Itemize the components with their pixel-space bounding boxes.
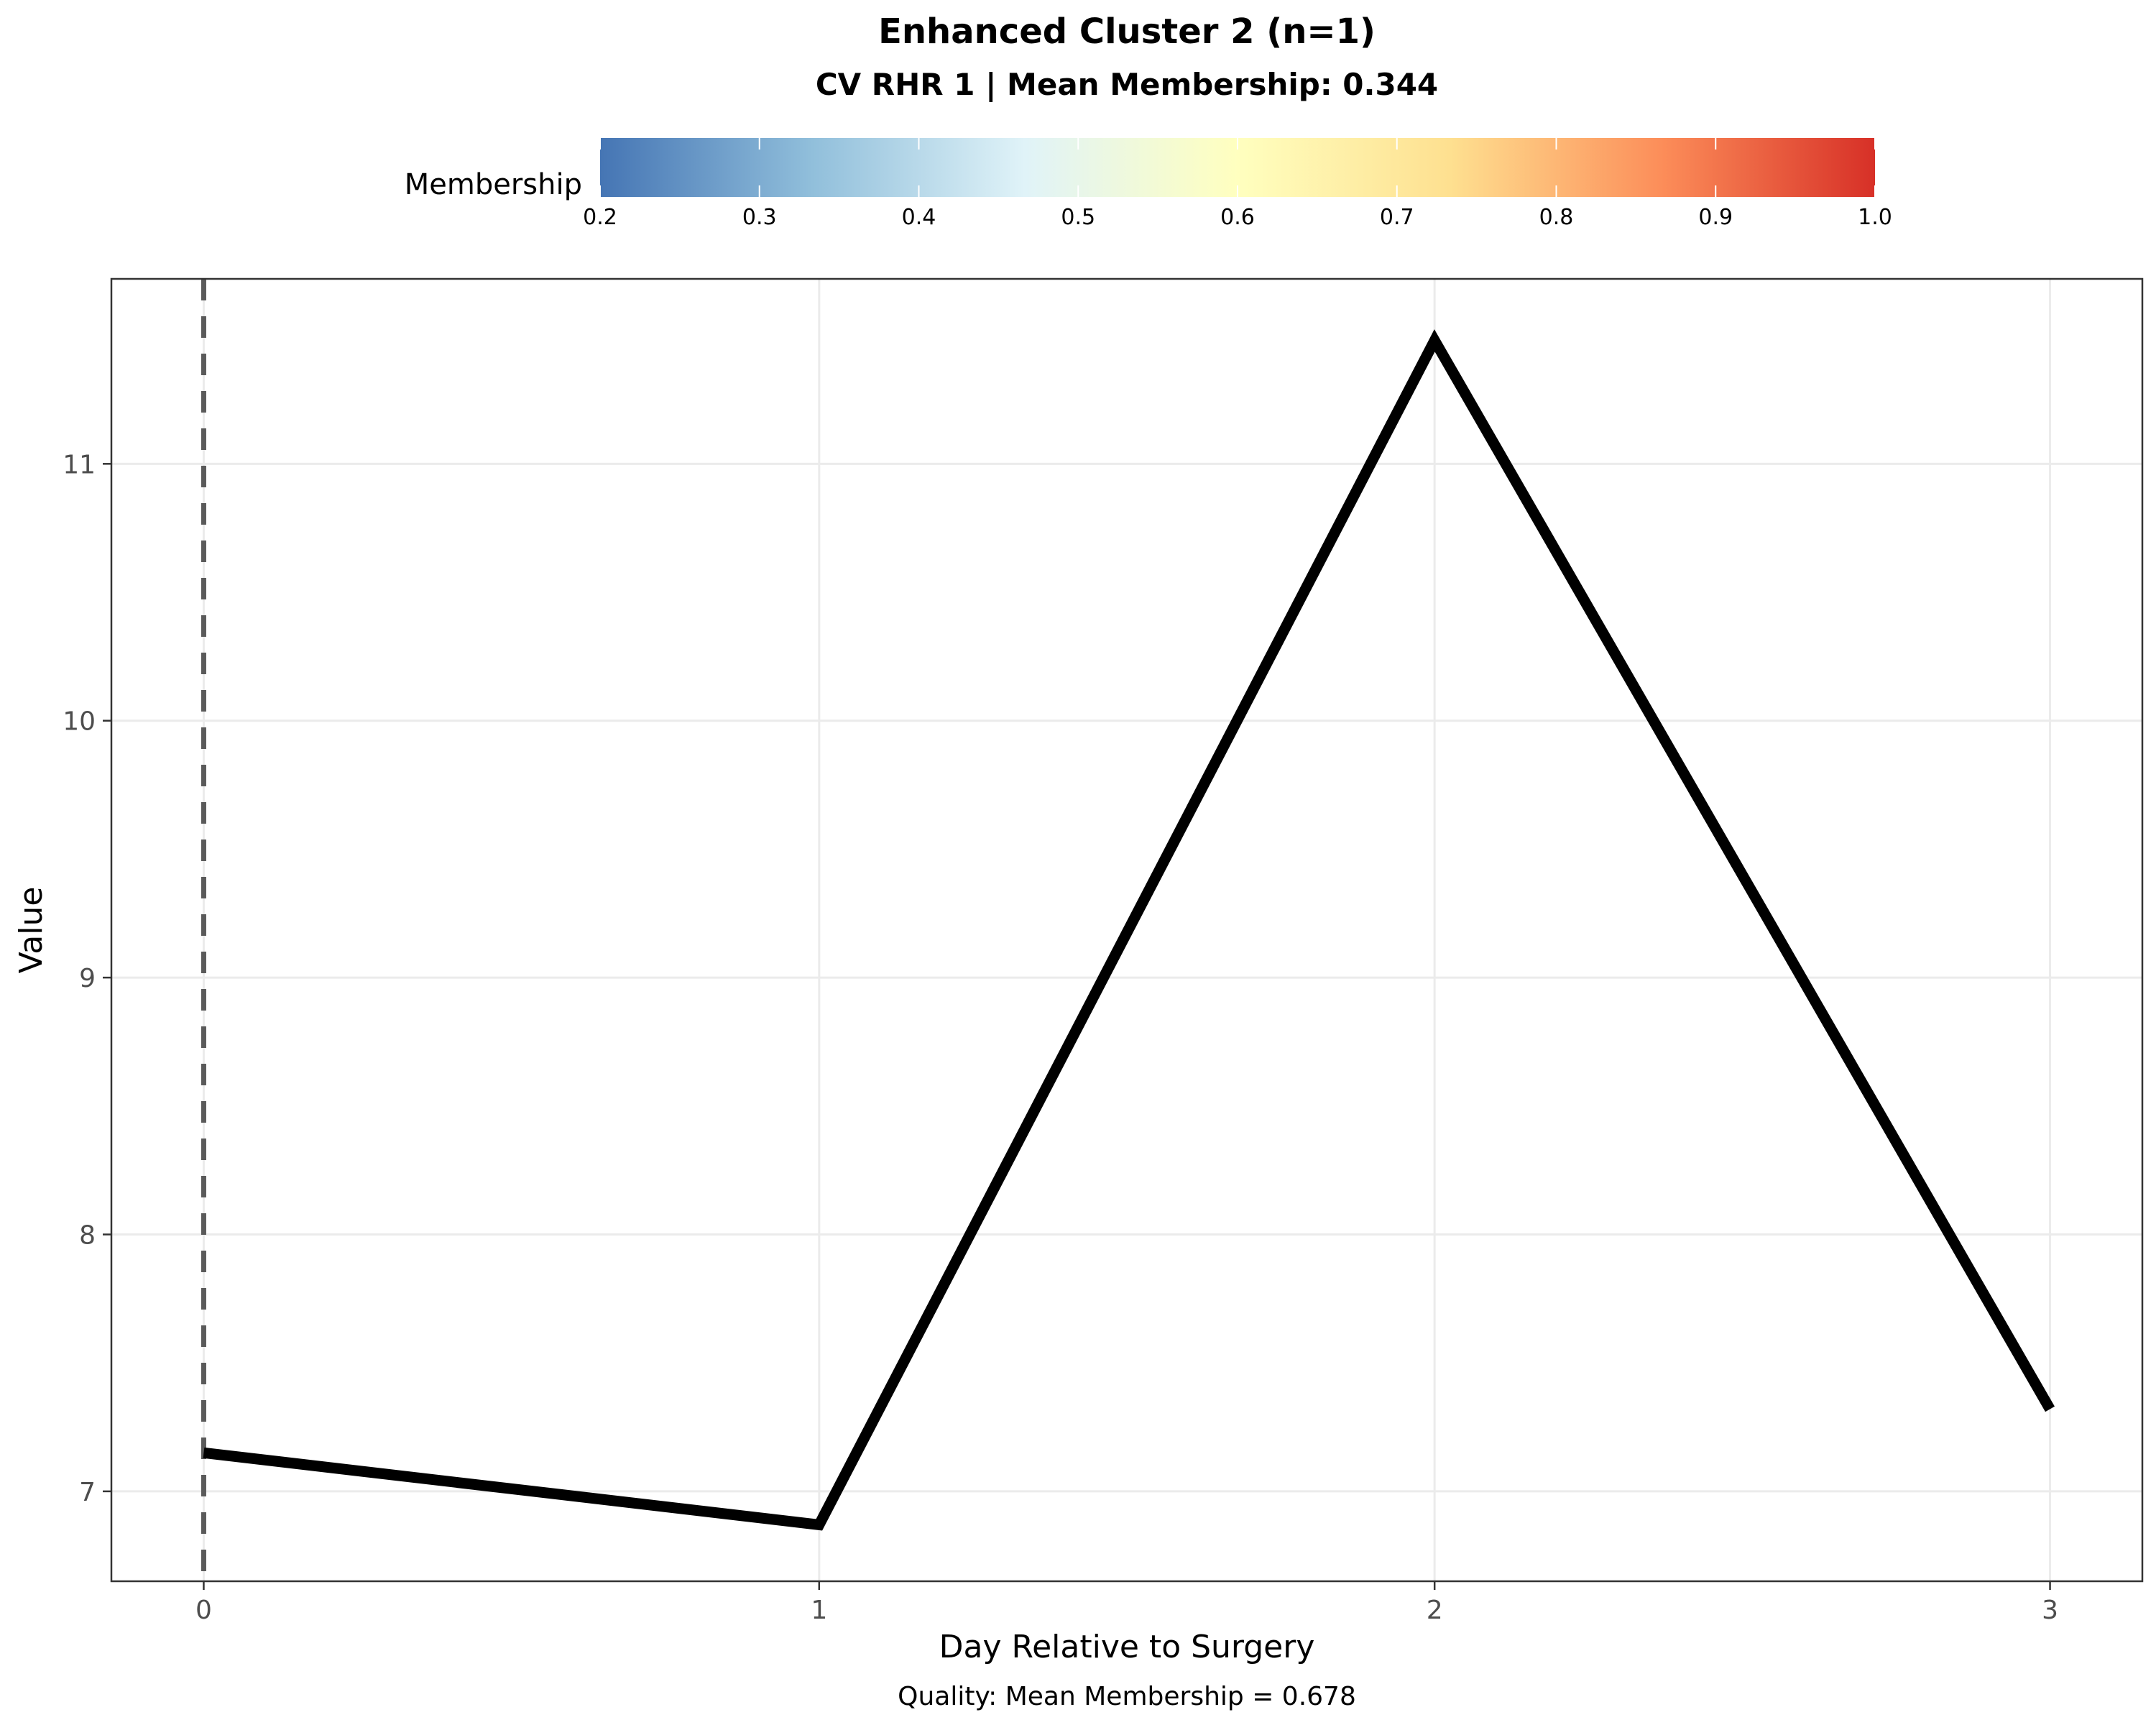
chart-title: Enhanced Cluster 2 (n=1) [878, 12, 1376, 52]
chart-caption: Quality: Mean Membership = 0.678 [898, 1682, 1356, 1711]
chart-subtitle: CV RHR 1 | Mean Membership: 0.344 [816, 67, 1438, 102]
x-tick-label: 2 [1427, 1596, 1443, 1625]
y-tick-label: 8 [79, 1221, 96, 1251]
x-tick-label: 1 [811, 1596, 827, 1625]
x-tick-label: 0 [195, 1596, 212, 1625]
y-tick-label: 11 [63, 450, 96, 479]
x-tick-label: 3 [2042, 1596, 2058, 1625]
colorbar-tick-label: 0.8 [1539, 205, 1574, 230]
colorbar-tick-label: 0.5 [1061, 205, 1095, 230]
colorbar-tick-label: 0.4 [902, 205, 936, 230]
colorbar-tick-label: 0.7 [1380, 205, 1414, 230]
x-axis-title: Day Relative to Surgery [939, 1629, 1315, 1665]
y-tick-label: 9 [79, 964, 96, 993]
y-tick-label: 7 [79, 1478, 96, 1507]
colorbar-tick-label: 0.2 [583, 205, 617, 230]
colorbar-tick-label: 0.3 [742, 205, 777, 230]
colorbar-title: Membership [405, 168, 582, 201]
colorbar-tick-label: 0.6 [1220, 205, 1255, 230]
series-line [203, 329, 2055, 1531]
plot-border [110, 277, 2144, 1583]
colorbar-legend: Membership 0.2 0.3 0.4 0.5 0.6 0.7 0.8 0.9 1.0 [405, 138, 1892, 230]
y-axis-title: Value [13, 887, 50, 974]
colorbar-tick-label: 0.9 [1698, 205, 1733, 230]
colorbar-tick-label: 1.0 [1858, 205, 1892, 230]
y-tick-label: 10 [63, 707, 96, 737]
plot-panel [110, 277, 2144, 1583]
